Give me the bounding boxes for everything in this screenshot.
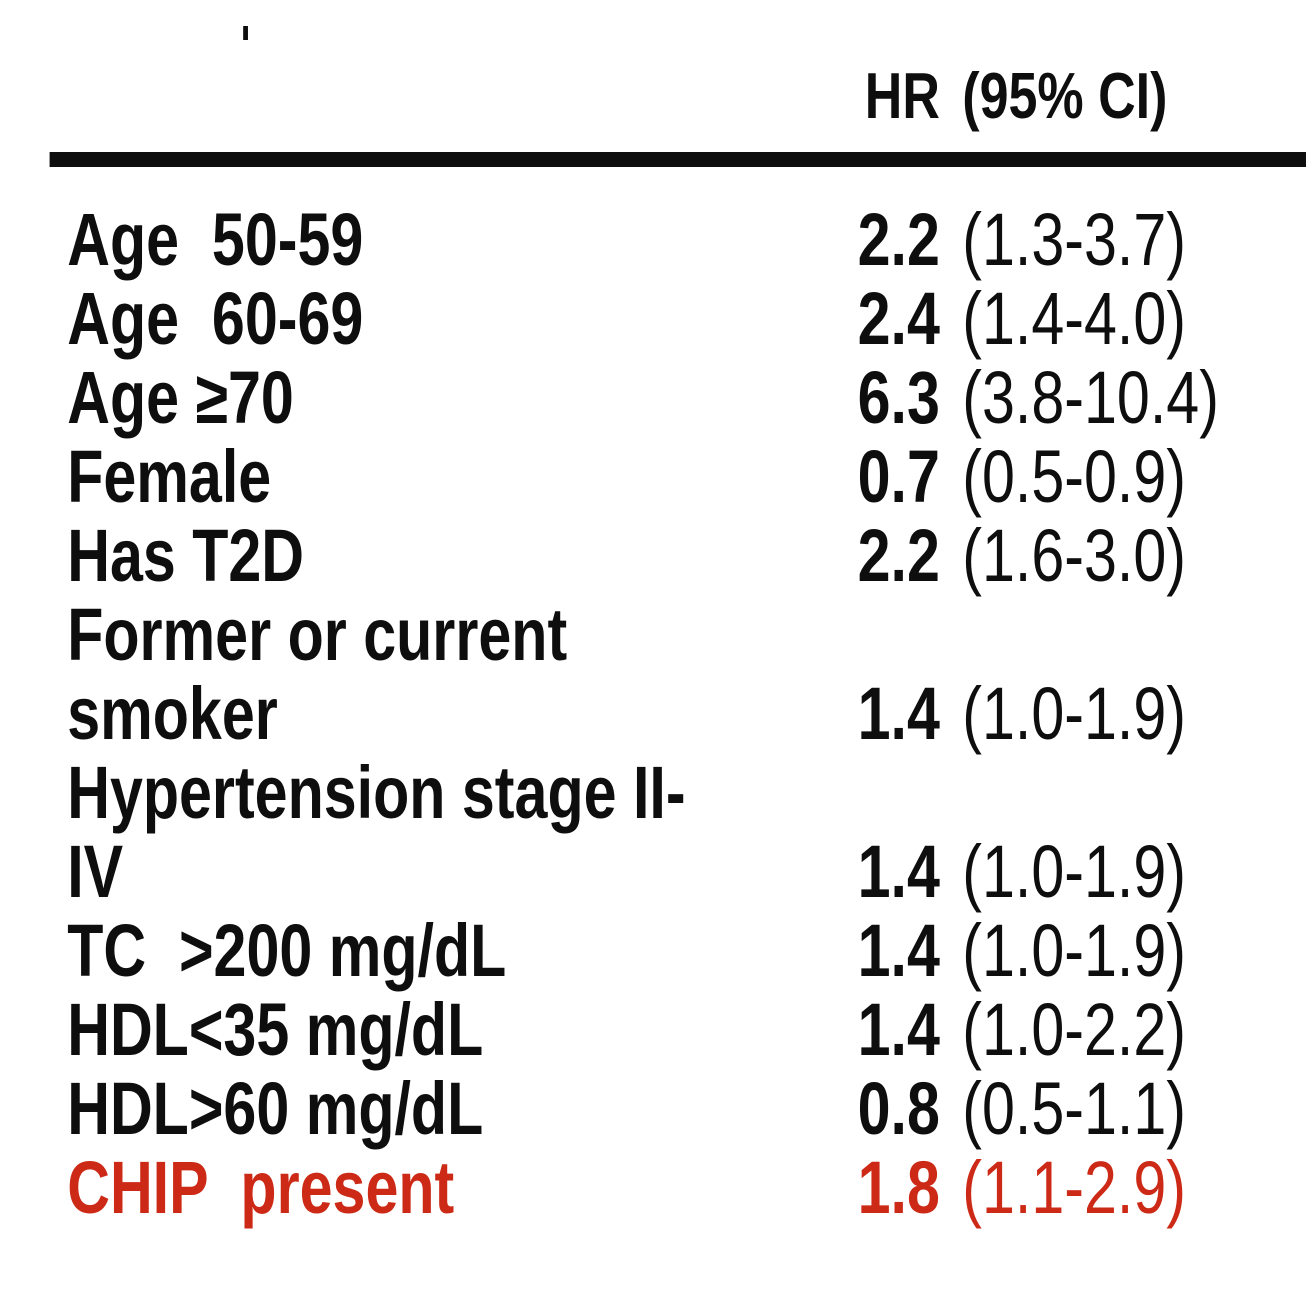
table-row: Female 0.7 (0.5-0.9) xyxy=(0,437,1306,516)
row-label: CHIP present xyxy=(67,1146,455,1229)
table-row: Age ≥70 6.3 (3.8-10.4) xyxy=(0,358,1306,437)
table-body: Age 50-59 2.2 (1.3-3.7) Age 60-69 2.4 (1… xyxy=(0,200,1306,1227)
row-value: 6.3 (3.8-10.4) xyxy=(748,358,1219,437)
hr-value: 6.3 xyxy=(857,356,940,439)
hr-value: 1.8 xyxy=(857,1146,940,1229)
row-label: Former or current xyxy=(67,593,568,676)
ci-value: (0.5-0.9) xyxy=(962,435,1186,518)
table-row: Age 60-69 2.4 (1.4-4.0) xyxy=(0,279,1306,358)
table-row: Has T2D 2.2 (1.6-3.0) xyxy=(0,516,1306,595)
row-label: Age ≥70 xyxy=(67,356,294,439)
row-value: 2.2 (1.3-3.7) xyxy=(748,200,1186,279)
row-label: smoker xyxy=(67,672,278,755)
row-label: HDL<35 mg/dL xyxy=(67,988,484,1071)
header-rule xyxy=(49,152,1306,167)
ci-value: (1.0-1.9) xyxy=(962,672,1186,755)
hr-value: 0.8 xyxy=(857,1067,940,1150)
row-label: HDL>60 mg/dL xyxy=(67,1067,484,1150)
hr-value: 1.4 xyxy=(857,830,940,913)
row-label: Hypertension stage II- xyxy=(67,751,686,834)
table-row: HDL<35 mg/dL 1.4 (1.0-2.2) xyxy=(0,990,1306,1069)
row-value: 1.8 (1.1-2.9) xyxy=(748,1148,1186,1227)
table-row: HDL>60 mg/dL 0.8 (0.5-1.1) xyxy=(0,1069,1306,1148)
row-label: IV xyxy=(67,830,124,913)
header-value-column: HR (95% CI) xyxy=(748,56,1168,135)
row-label: TC >200 mg/dL xyxy=(67,909,507,992)
table-row: Hypertension stage II- xyxy=(0,753,1306,832)
header-ci-label: (95% CI) xyxy=(962,59,1168,132)
row-value: 2.2 (1.6-3.0) xyxy=(748,516,1186,595)
stray-tick-mark xyxy=(243,26,248,40)
ci-value: (1.0-2.2) xyxy=(962,988,1186,1071)
table-row: Age 50-59 2.2 (1.3-3.7) xyxy=(0,200,1306,279)
hr-value: 2.2 xyxy=(857,198,940,281)
row-value: 0.8 (0.5-1.1) xyxy=(748,1069,1186,1148)
table-row: smoker 1.4 (1.0-1.9) xyxy=(0,674,1306,753)
row-value: 0.7 (0.5-0.9) xyxy=(748,437,1186,516)
ci-value: (1.1-2.9) xyxy=(962,1146,1186,1229)
table-row: Former or current xyxy=(0,595,1306,674)
row-value: 1.4 (1.0-1.9) xyxy=(748,674,1186,753)
ci-value: (1.0-1.9) xyxy=(962,909,1186,992)
ci-value: (0.5-1.1) xyxy=(962,1067,1186,1150)
table-header: HR (95% CI) xyxy=(0,56,1306,135)
hr-value: 1.4 xyxy=(857,988,940,1071)
header-hr-label: HR xyxy=(864,59,940,132)
ci-value: (3.8-10.4) xyxy=(962,356,1219,439)
row-value: 1.4 (1.0-1.9) xyxy=(748,832,1186,911)
hr-value: 0.7 xyxy=(857,435,940,518)
row-label: Age 50-59 xyxy=(67,198,364,281)
hr-value: 2.2 xyxy=(857,514,940,597)
ci-value: (1.3-3.7) xyxy=(962,198,1186,281)
row-label: Female xyxy=(67,435,272,518)
ci-value: (1.4-4.0) xyxy=(962,277,1186,360)
row-value: 2.4 (1.4-4.0) xyxy=(748,279,1186,358)
table-row: TC >200 mg/dL 1.4 (1.0-1.9) xyxy=(0,911,1306,990)
row-label: Age 60-69 xyxy=(67,277,364,360)
table-row-chip-present: CHIP present 1.8 (1.1-2.9) xyxy=(0,1148,1306,1227)
hr-value: 2.4 xyxy=(857,277,940,360)
row-label: Has T2D xyxy=(67,514,305,597)
hr-value: 1.4 xyxy=(857,672,940,755)
table-row: IV 1.4 (1.0-1.9) xyxy=(0,832,1306,911)
ci-value: (1.6-3.0) xyxy=(962,514,1186,597)
hr-value: 1.4 xyxy=(857,909,940,992)
row-value: 1.4 (1.0-2.2) xyxy=(748,990,1186,1069)
row-value: 1.4 (1.0-1.9) xyxy=(748,911,1186,990)
ci-value: (1.0-1.9) xyxy=(962,830,1186,913)
